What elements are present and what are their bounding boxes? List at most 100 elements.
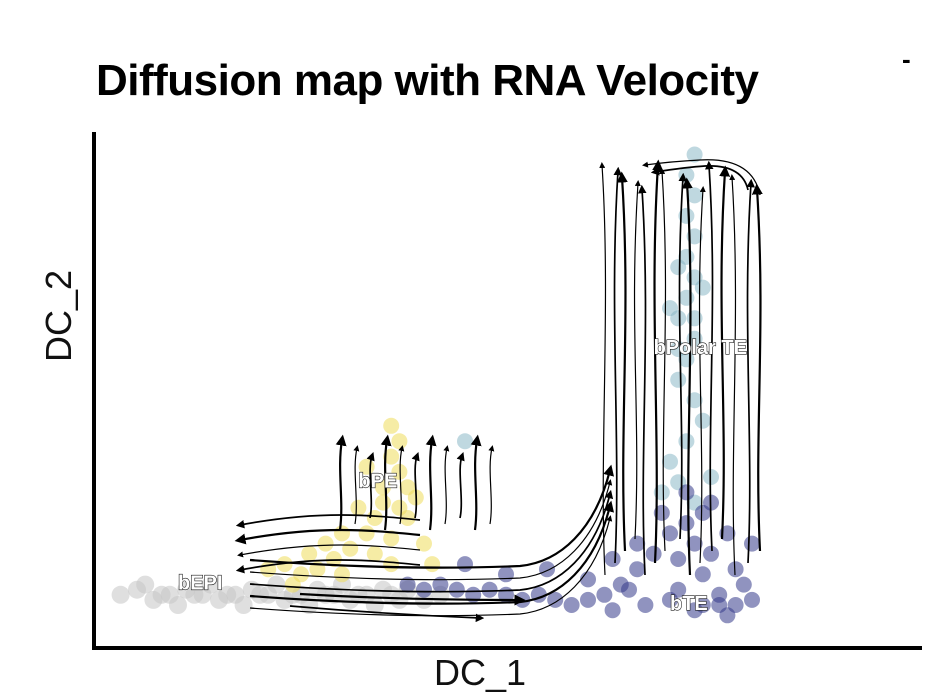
point-bte-32: [621, 581, 637, 598]
streamline-6: [659, 168, 667, 552]
point-bpe-24: [416, 535, 432, 552]
point-bepi-0: [111, 585, 130, 604]
streamline-38: [299, 592, 526, 606]
point-bpolar-te-25: [694, 279, 711, 296]
point-bpe-1: [391, 433, 408, 450]
point-bte-17: [563, 597, 580, 613]
point-bpe-5: [375, 494, 391, 511]
point-bte-26: [416, 581, 432, 598]
streamline-30: [398, 445, 405, 525]
point-bte-40: [653, 504, 670, 521]
streamline-10: [705, 160, 714, 552]
point-bte-44: [637, 597, 654, 613]
point-bte-45: [604, 602, 621, 619]
point-bte-12: [645, 545, 662, 562]
cluster-label-bpolar-te: bPolar TE: [654, 337, 747, 359]
point-bpolar-te-13: [694, 412, 711, 429]
streamline-8: [681, 177, 693, 576]
point-bte-30: [539, 561, 555, 578]
streamline-29: [380, 434, 392, 531]
streamline-19: [249, 489, 614, 593]
point-bpe-2: [383, 417, 400, 434]
point-bte-24: [448, 581, 465, 598]
point-bte-11: [662, 525, 678, 542]
point-bte-29: [498, 566, 514, 583]
cluster-label-bepi: bEPI: [178, 573, 222, 595]
point-bte-28: [457, 556, 473, 573]
point-bpolar-te-17: [653, 484, 670, 501]
point-bpe-3: [391, 463, 408, 480]
streamline-3: [633, 180, 641, 540]
point-bte-8: [703, 545, 719, 562]
point-bte-15: [596, 586, 613, 603]
point-bte-41: [719, 607, 736, 624]
point-bpe-23: [391, 499, 408, 516]
point-bte-31: [580, 571, 596, 588]
streamline-15: [642, 159, 761, 196]
point-bte-7: [735, 576, 752, 593]
point-bepi-32: [251, 585, 269, 604]
point-bte-16: [580, 591, 596, 608]
streamline-34: [456, 451, 465, 519]
point-bepi-31: [218, 585, 237, 604]
point-bte-18: [547, 591, 564, 608]
chart-title: Diffusion map with RNA Velocity: [96, 56, 759, 105]
point-bpolar-te-0: [686, 146, 703, 163]
point-bte-22: [481, 581, 498, 598]
streamline-20: [249, 500, 614, 605]
point-bpe-29: [383, 556, 400, 573]
point-bpe-21: [375, 479, 391, 496]
point-bpolar-te-2: [686, 187, 703, 204]
point-bte-47: [604, 551, 621, 567]
scatter-points: [111, 146, 760, 624]
point-bte-27: [399, 576, 416, 593]
point-bte-3: [694, 566, 711, 583]
point-bpe-26: [301, 545, 318, 562]
velocity-streamlines: [234, 159, 763, 623]
point-bte-6: [744, 591, 760, 608]
point-bpolar-te-20: [457, 433, 473, 450]
point-bpolar-te-22: [662, 300, 678, 317]
point-bpolar-te-23: [686, 310, 703, 327]
streamline-12: [729, 174, 737, 576]
cluster-label-bpe: bPE: [358, 470, 397, 492]
streamline-5: [652, 159, 664, 564]
point-bpe-9: [325, 551, 342, 567]
point-bepi-20: [201, 575, 220, 594]
point-bpolar-te-21: [670, 341, 687, 357]
point-bte-0: [678, 515, 695, 532]
point-bpolar-te-15: [662, 453, 678, 470]
streamline-25: [235, 559, 421, 574]
point-bpolar-te-3: [678, 207, 695, 224]
streamline-2: [616, 171, 628, 552]
point-bpe-13: [260, 561, 277, 578]
streamline-7: [678, 172, 687, 540]
streamline-37: [289, 605, 485, 623]
point-bte-1: [686, 535, 703, 552]
streamline-21: [249, 515, 613, 617]
streamline-18: [249, 479, 613, 581]
streamline-33: [443, 445, 450, 525]
point-bpe-17: [366, 545, 383, 562]
point-bpe-16: [317, 535, 334, 552]
point-bpe-18: [383, 530, 400, 547]
point-bpolar-te-24: [670, 259, 687, 276]
point-bte-25: [432, 576, 449, 593]
point-bepi-25: [365, 596, 384, 614]
streamline-14: [751, 183, 763, 552]
point-bpe-0: [383, 448, 400, 465]
point-bepi-30: [185, 585, 204, 604]
point-bpolar-te-1: [678, 167, 695, 183]
point-bpe-27: [284, 576, 301, 593]
point-bpe-15: [350, 499, 367, 516]
streamline-31: [411, 451, 420, 519]
point-bpe-14: [334, 525, 350, 542]
point-bepi-29: [152, 585, 171, 604]
streamline-28: [366, 451, 375, 519]
point-bte-46: [629, 535, 646, 552]
streamline-26: [335, 434, 347, 531]
point-bte-37: [744, 535, 760, 552]
streamline-11: [719, 165, 731, 540]
point-bte-36: [727, 561, 744, 578]
